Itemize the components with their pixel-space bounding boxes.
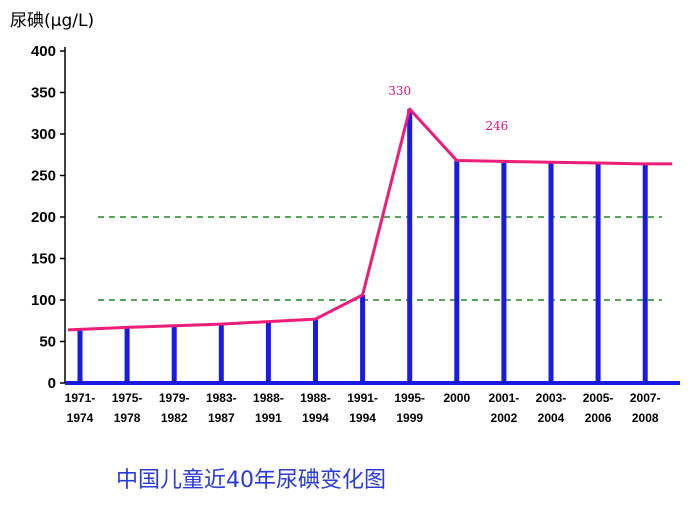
x-tick-label: 1988- <box>300 391 331 405</box>
y-tick-label: 150 <box>31 251 56 268</box>
x-tick-label: 1995- <box>394 391 425 405</box>
x-tick-label: 1994 <box>349 411 376 425</box>
y-tick-label: 100 <box>31 292 56 309</box>
y-axis-label: 尿碘(μg/L) <box>10 11 94 31</box>
data-label: 330 <box>388 84 411 98</box>
x-tick-label: 1983- <box>206 391 237 405</box>
y-tick-label: 400 <box>31 43 56 60</box>
x-tick-label: 1979- <box>159 391 190 405</box>
bar <box>265 321 271 383</box>
x-tick-label: 2007- <box>630 391 661 405</box>
y-tick-label: 350 <box>31 85 56 102</box>
x-tick-label: 2003- <box>536 391 567 405</box>
y-tick-label: 0 <box>48 375 56 392</box>
bar <box>124 327 130 383</box>
x-tick-label: 2008 <box>632 411 659 425</box>
trend-line <box>67 107 673 332</box>
bar <box>77 329 83 383</box>
bar <box>642 163 648 383</box>
x-tick-label: 1994 <box>302 411 329 425</box>
x-tick-label: 1988- <box>253 391 284 405</box>
x-tick-label: 1999 <box>396 411 423 425</box>
x-tick-label: 2005- <box>583 391 614 405</box>
y-tick-label: 50 <box>39 334 56 351</box>
bar <box>218 324 224 383</box>
x-tick-label: 1975- <box>112 391 143 405</box>
bar <box>171 325 177 383</box>
bar <box>360 295 366 383</box>
y-tick-label: 250 <box>31 168 56 185</box>
x-tick-label: 1978 <box>114 411 141 425</box>
y-tick-label: 300 <box>31 126 56 143</box>
x-tick-label: 1991 <box>255 411 282 425</box>
x-tick-label: 2004 <box>538 411 565 425</box>
y-tick-label: 200 <box>31 209 56 226</box>
chart-caption: 中国儿童近40年尿碘变化图 <box>116 468 386 493</box>
x-tick-label: 2000 <box>443 391 470 405</box>
data-label: 246 <box>485 119 508 133</box>
x-tick-label: 2001- <box>489 391 520 405</box>
bar <box>454 160 460 383</box>
x-tick-label: 1974 <box>67 411 94 425</box>
x-axis-line <box>65 381 680 385</box>
x-tick-label: 2002 <box>491 411 518 425</box>
bar <box>548 162 554 383</box>
x-tick-label: 1982 <box>161 411 188 425</box>
x-tick-label: 1987 <box>208 411 235 425</box>
x-tick-label: 1971- <box>65 391 96 405</box>
bar <box>313 319 318 383</box>
bar <box>501 161 507 383</box>
x-tick-label: 1991- <box>347 391 378 405</box>
bar <box>595 163 601 383</box>
x-tick-label: 2006 <box>585 411 612 425</box>
bar <box>407 109 413 383</box>
